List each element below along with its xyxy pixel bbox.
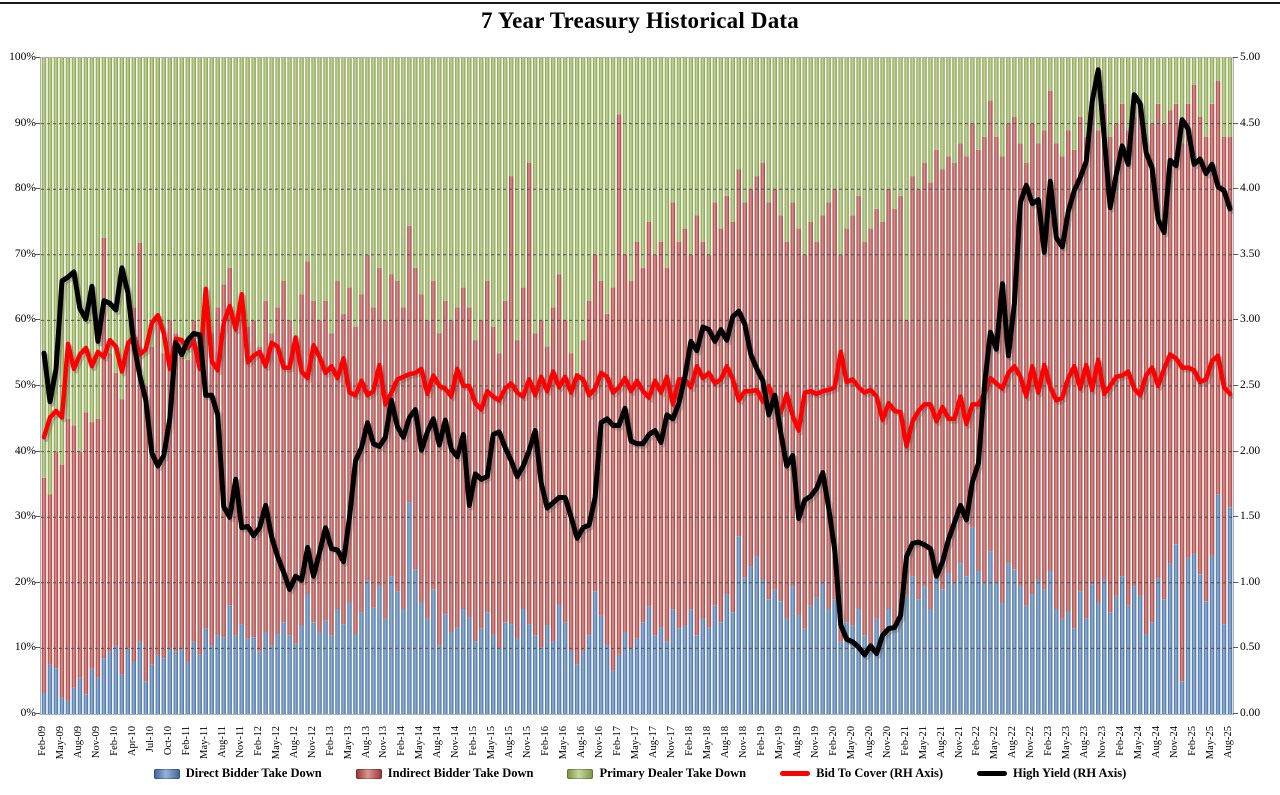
y-left-tick-label: 100% <box>9 51 36 63</box>
legend-item: Indirect Bidder Take Down <box>355 766 534 781</box>
y-left-tick-mark <box>35 188 40 189</box>
y-right-tick-mark <box>1233 188 1238 189</box>
y-right-tick-label: 4.50 <box>1240 117 1261 129</box>
y-right-tick-mark <box>1233 319 1238 320</box>
y-right-tick-mark <box>1233 516 1238 517</box>
y-right-tick-label: 2.50 <box>1240 379 1261 391</box>
y-right-tick-mark <box>1233 582 1238 583</box>
y-right-tick-mark <box>1233 57 1238 58</box>
y-left-tick-mark <box>35 451 40 452</box>
y-left-tick-label: 10% <box>14 641 36 653</box>
y-right-tick-label: 4.00 <box>1240 182 1261 194</box>
plot-area <box>40 57 1234 715</box>
chart-legend: Direct Bidder Take Down Indirect Bidder T… <box>0 766 1280 781</box>
y-left-tick-label: 20% <box>14 576 36 588</box>
chart-title: 7 Year Treasury Historical Data <box>481 8 799 33</box>
y-left-tick-mark <box>35 516 40 517</box>
y-right-tick-mark <box>1233 713 1238 714</box>
y-right-tick-label: 5.00 <box>1240 51 1261 63</box>
y-left-tick-label: 40% <box>14 445 36 457</box>
legend-label: Bid To Cover (RH Axis) <box>816 766 943 780</box>
legend-swatch-bar <box>567 768 594 779</box>
y-left-tick-mark <box>35 254 40 255</box>
y-left-tick-label: 70% <box>14 248 36 260</box>
legend-item: Direct Bidder Take Down <box>153 766 322 781</box>
legend-label: Primary Dealer Take Down <box>599 766 747 780</box>
y-left-tick-label: 0% <box>20 707 36 719</box>
legend-label: Indirect Bidder Take Down <box>387 766 534 780</box>
y-right-tick-label: 1.50 <box>1240 510 1261 522</box>
y-right-tick-label: 3.00 <box>1240 313 1261 325</box>
y-left-tick-mark <box>35 57 40 58</box>
y-right-tick-mark <box>1233 123 1238 124</box>
y-right-tick-label: 0.00 <box>1240 707 1261 719</box>
y-left-tick-label: 60% <box>14 313 36 325</box>
y-left-tick-mark <box>35 123 40 124</box>
y-left-tick-mark <box>35 582 40 583</box>
chart-canvas <box>41 58 1233 714</box>
y-left-tick-label: 80% <box>14 182 36 194</box>
legend-swatch-bar <box>153 768 180 779</box>
y-right-tick-label: 3.50 <box>1240 248 1261 260</box>
y-left-tick-label: 90% <box>14 117 36 129</box>
y-right-tick-label: 2.00 <box>1240 445 1261 457</box>
y-right-tick-mark <box>1233 451 1238 452</box>
y-left-tick-mark <box>35 319 40 320</box>
y-right-tick-label: 0.50 <box>1240 641 1261 653</box>
y-left-tick-mark <box>35 647 40 648</box>
legend-label: High Yield (RH Axis) <box>1012 766 1127 780</box>
legend-item: High Yield (RH Axis) <box>976 766 1127 781</box>
legend-swatch-line <box>976 771 1007 776</box>
y-left-tick-mark <box>35 713 40 714</box>
legend-swatch-line <box>780 771 811 776</box>
y-left-tick-mark <box>35 385 40 386</box>
legend-swatch-bar <box>355 768 382 779</box>
legend-label: Direct Bidder Take Down <box>185 766 322 780</box>
y-left-tick-label: 30% <box>14 510 36 522</box>
y-right-tick-label: 1.00 <box>1240 576 1261 588</box>
top-border-rule <box>0 2 1280 4</box>
legend-item: Primary Dealer Take Down <box>567 766 746 781</box>
legend-item: Bid To Cover (RH Axis) <box>780 766 943 781</box>
y-right-tick-mark <box>1233 385 1238 386</box>
y-right-tick-mark <box>1233 254 1238 255</box>
y-right-tick-mark <box>1233 647 1238 648</box>
y-left-tick-label: 50% <box>14 379 36 391</box>
